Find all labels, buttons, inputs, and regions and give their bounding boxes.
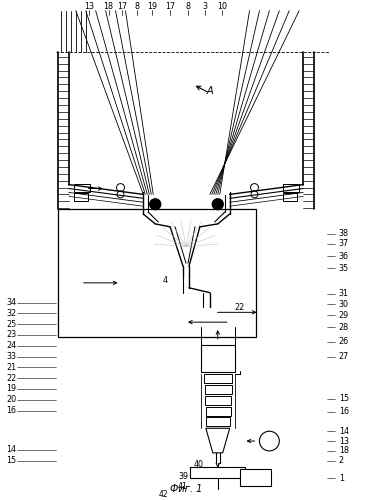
- Text: 10: 10: [217, 2, 227, 11]
- Text: 33: 33: [6, 352, 16, 361]
- Bar: [201, 345, 235, 372]
- Text: 20: 20: [6, 396, 16, 404]
- Text: 2: 2: [339, 456, 344, 465]
- Bar: [74, 194, 88, 202]
- Text: 3: 3: [202, 2, 207, 11]
- Text: Фиг. 1: Фиг. 1: [170, 484, 202, 494]
- Text: 17: 17: [118, 2, 128, 11]
- Text: 18: 18: [103, 2, 113, 11]
- Text: 13: 13: [84, 2, 94, 11]
- Text: 17: 17: [165, 2, 175, 11]
- Text: 16: 16: [339, 407, 349, 416]
- Bar: [205, 385, 232, 394]
- Text: 27: 27: [339, 352, 349, 361]
- Bar: [204, 374, 232, 383]
- Text: 24: 24: [6, 341, 16, 350]
- Text: 28: 28: [339, 322, 349, 332]
- Text: 22: 22: [235, 303, 245, 312]
- Text: 16: 16: [6, 406, 16, 415]
- Text: 29: 29: [339, 311, 349, 320]
- Circle shape: [116, 184, 125, 192]
- Text: 22: 22: [6, 374, 17, 382]
- Text: 32: 32: [6, 309, 16, 318]
- Circle shape: [250, 184, 259, 192]
- Text: 15: 15: [6, 456, 16, 465]
- Text: 31: 31: [339, 289, 349, 298]
- Bar: [283, 184, 299, 192]
- Text: 1: 1: [339, 474, 344, 483]
- Bar: [206, 418, 230, 426]
- Text: A: A: [206, 86, 213, 96]
- Text: 30: 30: [339, 300, 349, 309]
- Text: 36: 36: [339, 252, 349, 261]
- Text: 8: 8: [135, 2, 140, 11]
- Circle shape: [212, 199, 223, 209]
- Bar: [240, 468, 271, 486]
- Text: 42: 42: [158, 490, 168, 498]
- Text: 14: 14: [339, 426, 349, 436]
- Text: 25: 25: [6, 320, 17, 328]
- Text: 26: 26: [339, 338, 349, 346]
- Text: 39: 39: [178, 472, 188, 481]
- Text: 18: 18: [339, 446, 349, 456]
- Circle shape: [117, 191, 124, 198]
- Text: 4: 4: [162, 276, 167, 285]
- Bar: [206, 406, 231, 416]
- Text: 37: 37: [339, 239, 349, 248]
- Text: 21: 21: [6, 363, 16, 372]
- Bar: [74, 184, 90, 192]
- Text: 23: 23: [6, 330, 16, 340]
- Bar: [283, 194, 297, 202]
- Bar: [190, 466, 244, 478]
- Text: 8: 8: [186, 2, 190, 11]
- Text: 34: 34: [6, 298, 16, 307]
- Text: 38: 38: [339, 229, 349, 238]
- Bar: [58, 209, 256, 337]
- Text: 19: 19: [147, 2, 157, 11]
- Text: 40: 40: [194, 460, 204, 469]
- Bar: [205, 396, 231, 404]
- Circle shape: [251, 191, 258, 198]
- Text: 41: 41: [178, 482, 188, 491]
- Text: 13: 13: [339, 436, 349, 446]
- Text: 14: 14: [6, 446, 16, 454]
- Circle shape: [150, 199, 161, 209]
- Text: 15: 15: [339, 394, 349, 404]
- Text: 35: 35: [339, 264, 349, 272]
- Text: 19: 19: [6, 384, 16, 394]
